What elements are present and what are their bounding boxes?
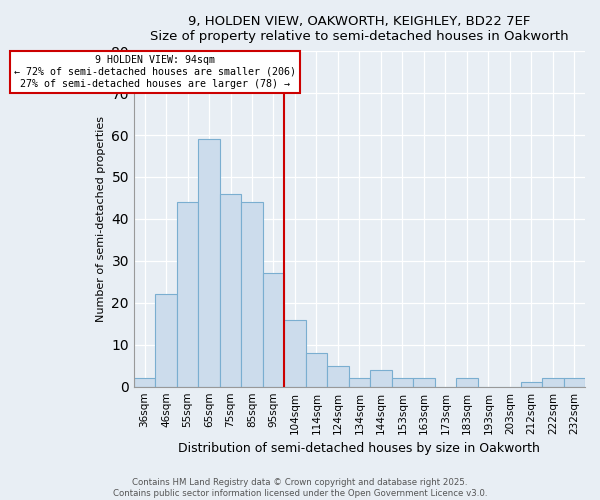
Text: 9 HOLDEN VIEW: 94sqm
← 72% of semi-detached houses are smaller (206)
27% of semi: 9 HOLDEN VIEW: 94sqm ← 72% of semi-detac… (14, 56, 296, 88)
Bar (521, 382, 542, 386)
Bar (306, 353, 327, 386)
Bar (413, 378, 434, 386)
Bar (155, 294, 177, 386)
Bar (284, 320, 306, 386)
Bar (199, 139, 220, 386)
Bar (327, 366, 349, 386)
Bar (563, 378, 585, 386)
Bar (542, 378, 563, 386)
Bar (241, 202, 263, 386)
Bar (349, 378, 370, 386)
Bar (392, 378, 413, 386)
Bar (456, 378, 478, 386)
Bar (177, 202, 199, 386)
Bar (134, 378, 155, 386)
Bar (263, 274, 284, 386)
Text: Contains HM Land Registry data © Crown copyright and database right 2025.
Contai: Contains HM Land Registry data © Crown c… (113, 478, 487, 498)
X-axis label: Distribution of semi-detached houses by size in Oakworth: Distribution of semi-detached houses by … (178, 442, 541, 455)
Y-axis label: Number of semi-detached properties: Number of semi-detached properties (96, 116, 106, 322)
Bar (370, 370, 392, 386)
Bar (220, 194, 241, 386)
Title: 9, HOLDEN VIEW, OAKWORTH, KEIGHLEY, BD22 7EF
Size of property relative to semi-d: 9, HOLDEN VIEW, OAKWORTH, KEIGHLEY, BD22… (150, 15, 569, 43)
